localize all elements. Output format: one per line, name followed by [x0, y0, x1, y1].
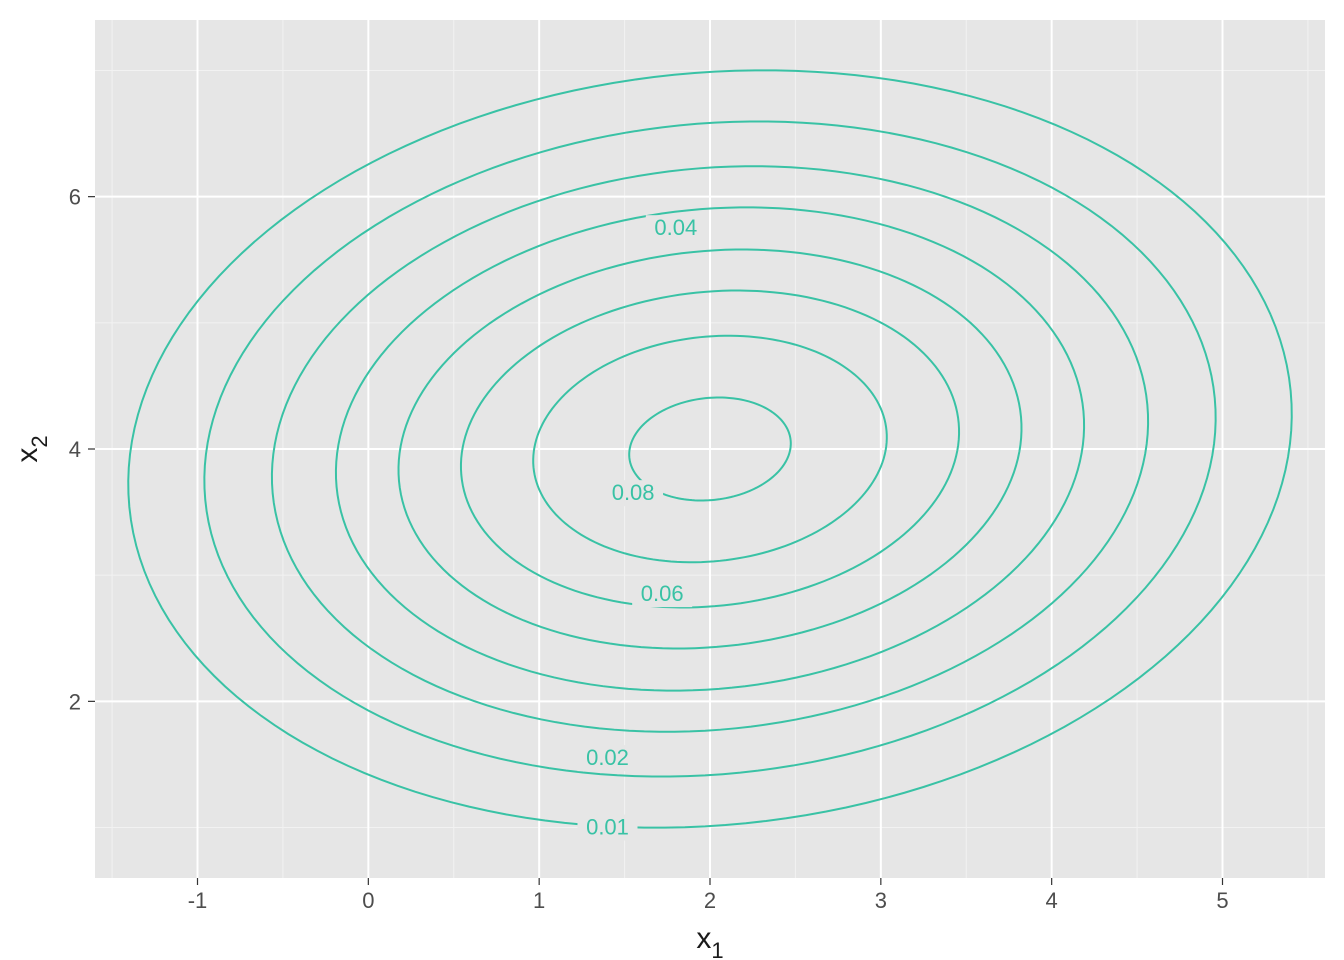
- y-axis-title: x2: [11, 435, 52, 462]
- x-tick-label: 2: [704, 888, 716, 913]
- x-tick-label: 4: [1046, 888, 1058, 913]
- chart-svg: 0.01 0.02 0.04 0.06 0.08 -1 0 1 2 3 4 5 2 4 6 x1 x2: [0, 0, 1344, 960]
- x-axis-title: x1: [696, 922, 723, 960]
- x-tick-label: 1: [533, 888, 545, 913]
- x-tick-label: 3: [875, 888, 887, 913]
- y-axis-title-group: x2: [11, 435, 52, 462]
- contour-label-text: 0.01: [586, 814, 629, 839]
- contour-label-text: 0.04: [654, 215, 697, 240]
- y-tick-label: 2: [69, 689, 81, 714]
- y-tick-label: 6: [69, 185, 81, 210]
- contour-label-text: 0.06: [641, 581, 684, 606]
- contour-label-text: 0.02: [586, 745, 629, 770]
- x-tick-label: 0: [362, 888, 374, 913]
- y-tick-label: 4: [69, 437, 81, 462]
- x-tick-label: -1: [188, 888, 208, 913]
- y-axis-ticks: 2 4 6: [69, 185, 95, 715]
- contour-label-text: 0.08: [612, 480, 655, 505]
- contour-chart: 0.01 0.02 0.04 0.06 0.08 -1 0 1 2 3 4 5 2 4 6 x1 x2: [0, 0, 1344, 960]
- x-tick-label: 5: [1216, 888, 1228, 913]
- x-axis-ticks: -1 0 1 2 3 4 5: [188, 878, 1229, 913]
